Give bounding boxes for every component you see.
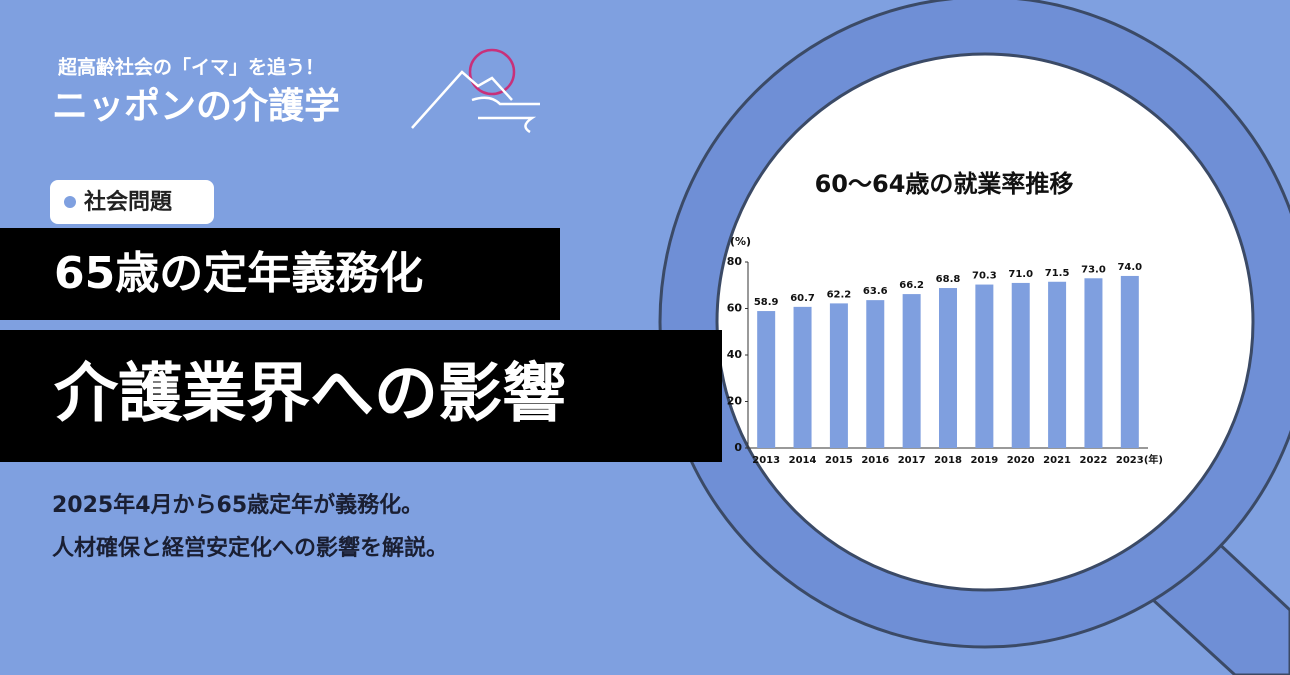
value-label: 71.5: [1045, 268, 1070, 279]
tag-box: [50, 180, 214, 224]
tag-label: 社会問題: [84, 189, 173, 215]
x-tick-label: 2014: [789, 455, 817, 466]
value-label: 66.2: [899, 280, 924, 291]
x-tick-label: 2019: [970, 455, 998, 466]
bar: [757, 311, 776, 448]
brand-tagline: 超高齢社会の「イマ」を追う！: [57, 56, 324, 79]
value-label: 71.0: [1008, 269, 1033, 280]
y-tick-label: 40: [727, 348, 743, 361]
description: 2025年4月から65歳定年が義務化。: [52, 492, 423, 518]
y-tick-label: 0: [734, 441, 742, 454]
bar: [939, 288, 957, 448]
bar: [1048, 281, 1067, 448]
headline: 65歳の定年義務化: [54, 248, 423, 299]
x-tick-label: 2013: [752, 455, 780, 466]
y-axis-label: (%): [730, 235, 751, 248]
x-tick-label: 2022: [1080, 455, 1108, 466]
x-tick-label: 2015: [825, 455, 853, 466]
headline-box: [0, 330, 722, 462]
brand-name: ニッポンの介護学: [52, 85, 340, 127]
x-tick-label: 2021: [1043, 455, 1071, 466]
value-label: 58.9: [754, 297, 779, 308]
x-tick-label: 2020: [1007, 455, 1035, 466]
bar: [793, 306, 812, 448]
x-tick-label: 2016: [861, 455, 889, 466]
bar: [1120, 275, 1139, 448]
x-tick-label: 2018: [934, 455, 962, 466]
bar: [1084, 278, 1103, 448]
value-label: 68.8: [936, 274, 961, 285]
brand-logo: [411, 48, 540, 134]
bar: [902, 294, 921, 448]
tag-dot: [64, 196, 76, 208]
y-tick-label: 60: [727, 302, 743, 315]
bar: [1011, 282, 1030, 448]
value-label: 63.6: [863, 286, 888, 297]
y-tick-label: 80: [727, 255, 743, 268]
x-tick-label: 2023: [1116, 455, 1144, 466]
description: 人材確保と経営安定化への影響を解説。: [52, 535, 448, 561]
bar: [975, 284, 994, 448]
value-label: 74.0: [1117, 262, 1142, 273]
y-tick-label: 20: [727, 395, 743, 408]
value-label: 70.3: [972, 271, 997, 282]
chart-title: 60〜64歳の就業率推移: [815, 170, 1074, 198]
bar: [866, 300, 885, 448]
value-label: 60.7: [790, 293, 815, 304]
x-axis-unit: (年): [1144, 453, 1163, 466]
bar: [829, 303, 848, 448]
headline: 介護業界への影響: [54, 358, 566, 432]
value-label: 73.0: [1081, 264, 1106, 275]
headline-box: [0, 228, 560, 320]
value-label: 62.2: [827, 289, 852, 300]
x-tick-label: 2017: [898, 455, 926, 466]
